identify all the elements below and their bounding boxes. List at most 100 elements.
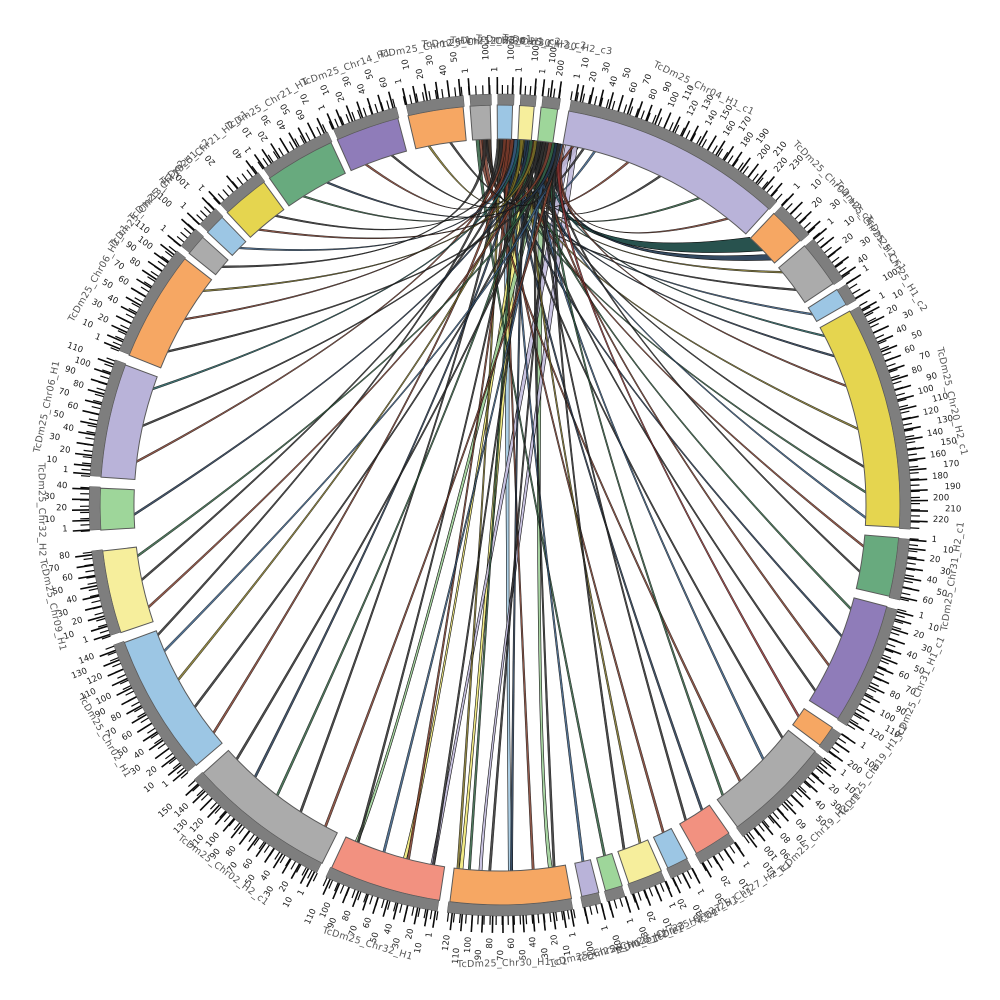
- tick-label: 1: [668, 900, 679, 909]
- tick: [233, 822, 241, 831]
- tick: [429, 910, 433, 920]
- tick: [748, 831, 755, 840]
- chromosome-label: TcDm25_Chr30_H1_c1: [456, 956, 568, 970]
- tick-label: 40: [132, 747, 147, 761]
- tick-label: 1: [826, 216, 837, 227]
- tick: [797, 787, 811, 801]
- tick: [93, 368, 111, 375]
- tick-label: 50: [935, 587, 948, 599]
- tick: [82, 551, 92, 554]
- tick: [685, 130, 691, 139]
- tick: [789, 201, 803, 215]
- tick-label: 20: [719, 873, 733, 887]
- tick-label: 170: [943, 459, 960, 470]
- tick: [803, 221, 812, 229]
- tick: [900, 596, 918, 602]
- tick-label: 100: [73, 355, 92, 370]
- tick-label: 30: [638, 925, 651, 938]
- tick: [511, 77, 514, 95]
- segment-scale-band: [333, 106, 400, 140]
- tick: [623, 104, 628, 114]
- tick-label: 60: [507, 938, 517, 949]
- segment-scale-band: [818, 727, 842, 754]
- tick: [192, 790, 206, 804]
- tick: [272, 151, 279, 160]
- tick: [415, 93, 419, 103]
- tick: [335, 109, 344, 126]
- tick: [403, 905, 409, 923]
- tick: [435, 911, 439, 921]
- tick-label: 30: [828, 197, 843, 212]
- tick: [770, 182, 783, 197]
- tick: [908, 547, 926, 552]
- tick: [854, 289, 871, 300]
- tick: [813, 227, 828, 241]
- tick: [892, 380, 902, 385]
- tick: [131, 713, 147, 724]
- tick: [294, 138, 300, 147]
- tick: [859, 703, 875, 713]
- tick-label: 30: [901, 308, 915, 322]
- tick: [657, 117, 663, 126]
- tick-label: 1: [861, 263, 871, 274]
- tick: [372, 897, 379, 914]
- tick: [589, 87, 595, 105]
- tick: [901, 592, 911, 596]
- tick: [637, 891, 642, 901]
- tick: [199, 797, 213, 811]
- tick: [897, 608, 907, 613]
- tick: [366, 97, 374, 115]
- tick-label: 30: [939, 566, 951, 578]
- tick: [288, 132, 298, 148]
- tick: [841, 272, 851, 279]
- tick: [891, 374, 909, 382]
- segment-scale-band: [263, 131, 333, 179]
- tick-label: 1: [792, 181, 803, 192]
- tick-label: 100: [917, 383, 935, 397]
- tick: [766, 185, 774, 193]
- tick-label: 20: [826, 782, 841, 797]
- tick: [897, 394, 915, 401]
- tick-label: 10: [319, 83, 332, 97]
- tick: [537, 914, 540, 924]
- segment-scale-band: [837, 606, 898, 727]
- tick-label: 60: [66, 400, 79, 412]
- tick: [238, 830, 251, 845]
- tick-label: 210: [945, 504, 961, 514]
- tick: [718, 852, 725, 861]
- tick-label: 30: [262, 885, 276, 899]
- tick: [172, 762, 181, 770]
- tick: [589, 905, 593, 915]
- tick-label: 140: [173, 801, 192, 819]
- tick-label: 1: [838, 768, 848, 779]
- tick: [454, 87, 457, 97]
- tick: [377, 94, 384, 112]
- tick: [908, 550, 918, 553]
- tick: [862, 698, 871, 704]
- tick: [356, 101, 364, 118]
- tick: [351, 890, 360, 908]
- tick-label: 100: [481, 44, 491, 60]
- tick: [823, 757, 832, 765]
- tick: [267, 154, 274, 163]
- tick: [894, 384, 912, 391]
- tick: [97, 357, 115, 366]
- tick: [306, 871, 316, 888]
- tick: [99, 629, 109, 634]
- tick: [896, 392, 905, 397]
- tick: [278, 147, 284, 157]
- tick: [758, 824, 765, 832]
- tick: [257, 161, 264, 170]
- tick: [572, 909, 576, 919]
- tick: [794, 790, 803, 798]
- tick: [850, 718, 859, 725]
- tick-label: 80: [59, 551, 71, 562]
- tick: [542, 913, 546, 931]
- tick: [890, 374, 900, 379]
- tick: [558, 81, 563, 99]
- tick-label: 20: [929, 554, 941, 565]
- segment-scale-band: [736, 751, 824, 837]
- tick: [91, 600, 101, 604]
